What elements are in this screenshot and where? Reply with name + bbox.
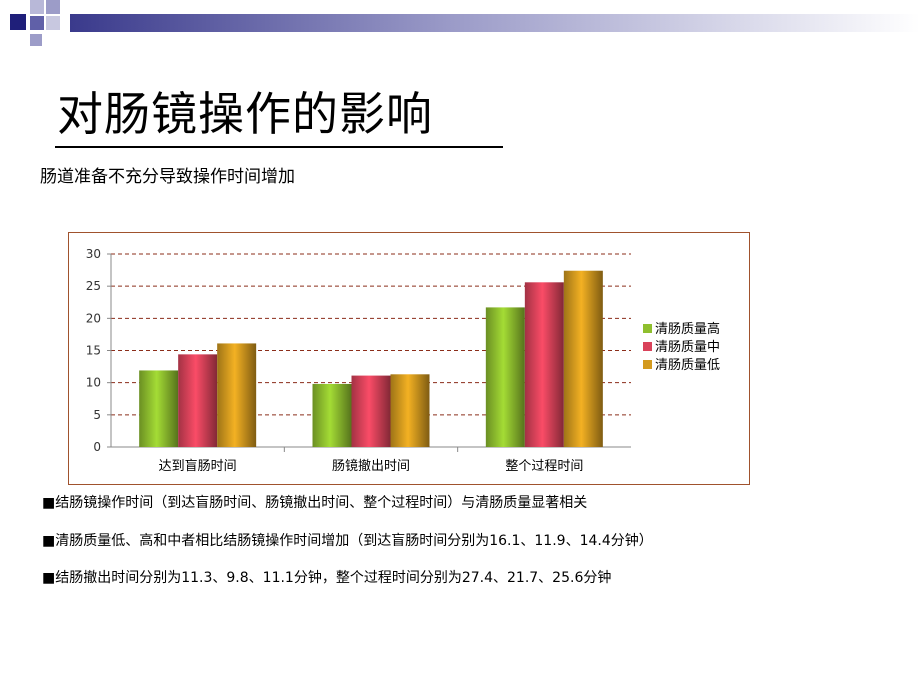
slide-title: 对肠镜操作的影响 xyxy=(57,87,433,141)
title-underline xyxy=(55,146,503,148)
bar xyxy=(139,370,179,447)
legend-swatch xyxy=(643,324,652,333)
x-tick-label: 肠镜撤出时间 xyxy=(332,458,410,474)
slide-subtitle: 肠道准备不充分导致操作时间增加 xyxy=(40,167,295,187)
header-gradient-bar xyxy=(70,14,920,32)
y-tick-label: 25 xyxy=(86,279,101,293)
bullet-1: ■结肠镜操作时间（到达盲肠时间、肠镜撤出时间、整个过程时间）与清肠质量显著相关 xyxy=(42,495,588,511)
legend-swatch xyxy=(643,342,652,351)
y-tick-label: 10 xyxy=(86,376,101,390)
bullet-3: ■结肠撤出时间分别为11.3、9.8、11.1分钟，整个过程时间分别为27.4、… xyxy=(42,570,612,586)
bar xyxy=(485,307,525,447)
legend-label: 清肠质量高 xyxy=(655,321,720,337)
y-tick-label: 15 xyxy=(86,344,101,358)
bar xyxy=(390,374,430,447)
y-tick-label: 20 xyxy=(86,311,101,325)
bar xyxy=(217,343,257,447)
legend-label: 清肠质量低 xyxy=(655,358,720,373)
y-tick-label: 30 xyxy=(86,247,101,261)
y-tick-label: 0 xyxy=(93,440,101,454)
legend-swatch xyxy=(643,360,652,369)
bar xyxy=(563,270,603,447)
bar xyxy=(312,383,352,447)
bullet-2: ■清肠质量低、高和中者相比结肠镜操作时间增加（到达盲肠时间分别为16.1、11.… xyxy=(42,533,653,549)
x-tick-label: 整个过程时间 xyxy=(505,459,583,474)
bar xyxy=(351,375,391,447)
legend-label: 清肠质量中 xyxy=(655,340,720,355)
bar-chart: 0 5 10 15 20 25 30 达到盲肠时间 肠镜撤出时间 整个过程时间 清肠质量高清肠质量中… xyxy=(86,247,720,474)
bar xyxy=(178,354,218,447)
x-tick-label: 达到盲肠时间 xyxy=(159,458,237,474)
bar xyxy=(524,282,564,447)
y-tick-label: 5 xyxy=(93,408,101,422)
chart-frame: 0 5 10 15 20 25 30 达到盲肠时间 肠镜撤出时间 整个过程时间 清肠质量高清肠质量中… xyxy=(68,232,750,485)
